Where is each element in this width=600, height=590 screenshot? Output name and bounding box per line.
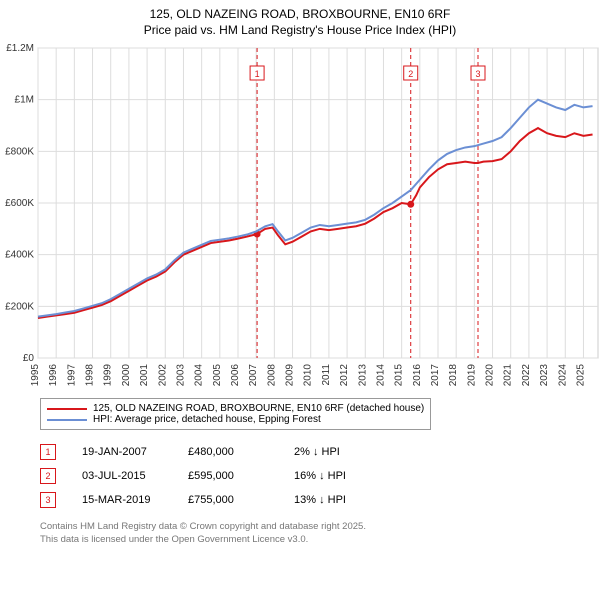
footer: Contains HM Land Registry data © Crown c…: [40, 521, 366, 546]
event-price: £755,000: [188, 494, 268, 506]
svg-text:2003: 2003: [175, 364, 186, 387]
svg-text:2007: 2007: [248, 364, 259, 387]
event-price: £480,000: [188, 446, 268, 458]
svg-text:1995: 1995: [30, 364, 41, 387]
svg-text:2008: 2008: [266, 364, 277, 387]
svg-text:2006: 2006: [230, 364, 241, 387]
svg-text:2005: 2005: [212, 364, 223, 387]
svg-text:2020: 2020: [485, 364, 496, 387]
event-row: 2 03-JUL-2015 £595,000 16% ↓ HPI: [40, 468, 374, 484]
svg-text:2014: 2014: [375, 364, 386, 387]
svg-text:£1.2M: £1.2M: [6, 43, 34, 54]
svg-text:3: 3: [475, 69, 480, 79]
svg-text:2: 2: [408, 69, 413, 79]
event-row: 1 19-JAN-2007 £480,000 2% ↓ HPI: [40, 444, 374, 460]
svg-text:2017: 2017: [430, 364, 441, 387]
event-date: 03-JUL-2015: [82, 470, 162, 482]
svg-text:£0: £0: [23, 353, 35, 364]
event-marker: 2: [40, 468, 56, 484]
legend-item: HPI: Average price, detached house, Eppi…: [47, 414, 424, 425]
legend-item: 125, OLD NAZEING ROAD, BROXBOURNE, EN10 …: [47, 403, 424, 414]
svg-text:£600K: £600K: [5, 198, 34, 209]
event-date: 19-JAN-2007: [82, 446, 162, 458]
svg-text:1999: 1999: [103, 364, 114, 387]
svg-text:1996: 1996: [48, 364, 59, 387]
legend-label: 125, OLD NAZEING ROAD, BROXBOURNE, EN10 …: [93, 403, 424, 414]
svg-text:1997: 1997: [66, 364, 77, 387]
svg-text:2004: 2004: [194, 364, 205, 387]
event-delta: 16% ↓ HPI: [294, 470, 374, 482]
event-row: 3 15-MAR-2019 £755,000 13% ↓ HPI: [40, 492, 374, 508]
footer-line2: This data is licensed under the Open Gov…: [40, 534, 366, 546]
svg-text:2019: 2019: [466, 364, 477, 387]
svg-text:2024: 2024: [557, 364, 568, 387]
svg-text:£200K: £200K: [5, 301, 34, 312]
event-table: 1 19-JAN-2007 £480,000 2% ↓ HPI 2 03-JUL-2015…: [40, 444, 374, 516]
svg-text:£1M: £1M: [15, 95, 34, 106]
event-price: £595,000: [188, 470, 268, 482]
svg-text:2010: 2010: [303, 364, 314, 387]
event-marker: 1: [40, 444, 56, 460]
footer-line1: Contains HM Land Registry data © Crown c…: [40, 521, 366, 533]
svg-text:1998: 1998: [85, 364, 96, 387]
svg-text:2022: 2022: [521, 364, 532, 387]
svg-text:2015: 2015: [394, 364, 405, 387]
svg-text:£800K: £800K: [5, 146, 34, 157]
event-marker: 3: [40, 492, 56, 508]
svg-text:2011: 2011: [321, 364, 332, 386]
legend-line: [47, 408, 87, 410]
svg-text:2001: 2001: [139, 364, 150, 387]
svg-text:2013: 2013: [357, 364, 368, 387]
svg-text:2000: 2000: [121, 364, 132, 387]
svg-text:2021: 2021: [503, 364, 514, 387]
svg-text:2012: 2012: [339, 364, 350, 387]
event-delta: 13% ↓ HPI: [294, 494, 374, 506]
legend: 125, OLD NAZEING ROAD, BROXBOURNE, EN10 …: [40, 398, 431, 430]
legend-line: [47, 419, 87, 421]
svg-text:2009: 2009: [285, 364, 296, 387]
svg-text:2025: 2025: [575, 364, 586, 387]
price-chart: £0 £200K £400K £600K £800K £1M £1.2M 1995 1996 19…: [0, 0, 600, 394]
event-date: 15-MAR-2019: [82, 494, 162, 506]
svg-text:2018: 2018: [448, 364, 459, 387]
svg-text:2002: 2002: [157, 364, 168, 387]
svg-text:2016: 2016: [412, 364, 423, 387]
svg-text:2023: 2023: [539, 364, 550, 387]
svg-text:1: 1: [255, 69, 260, 79]
legend-label: HPI: Average price, detached house, Eppi…: [93, 414, 321, 425]
svg-text:£400K: £400K: [5, 250, 34, 261]
event-delta: 2% ↓ HPI: [294, 446, 374, 458]
